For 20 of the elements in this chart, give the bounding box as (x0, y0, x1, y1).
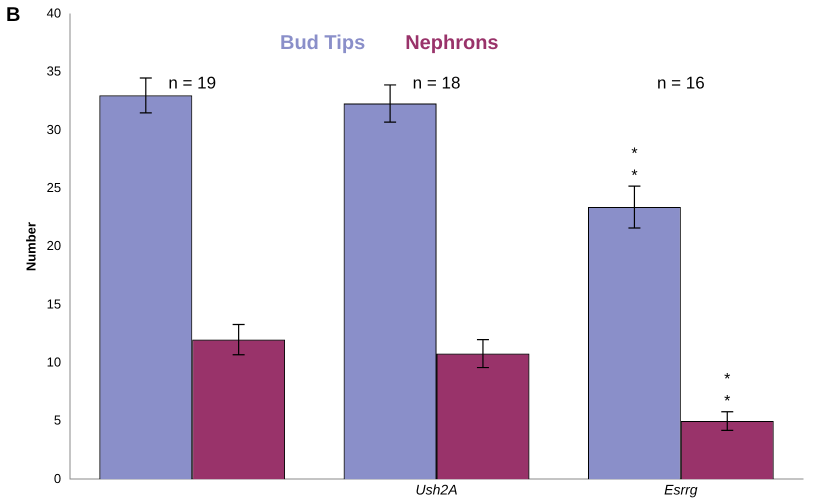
annotation: n = 18 (412, 74, 460, 93)
y-tick-label: 15 (46, 296, 62, 312)
y-tick-label: 25 (46, 180, 62, 196)
x-tick-label: Ush2A (416, 481, 458, 498)
annotation: n = 16 (656, 74, 705, 93)
annotation: n = 19 (168, 74, 216, 93)
y-tick-label: 40 (46, 6, 62, 21)
y-tick-label: 35 (46, 64, 62, 79)
text: Nephrons (405, 32, 499, 55)
chart-title: B (6, 4, 20, 27)
y-tick-label: 5 (54, 412, 62, 428)
text: Bud Tips (280, 32, 366, 55)
x-tick-label: Esrrg (664, 481, 698, 498)
y-axis-title: Number (23, 222, 38, 272)
y-tick-label: 10 (46, 354, 62, 370)
annotation: ** (631, 146, 638, 185)
y-tick-label: 30 (46, 122, 62, 137)
y-tick-label: 20 (46, 238, 62, 254)
annotation: ** (724, 371, 730, 410)
y-tick-label: 0 (54, 470, 62, 486)
